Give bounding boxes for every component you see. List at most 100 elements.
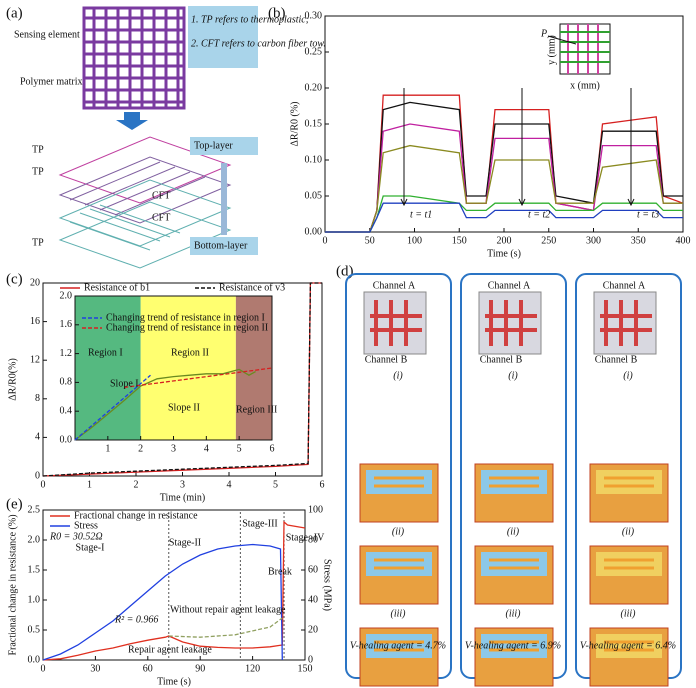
row-label: (ii) [622, 526, 635, 537]
channels [604, 558, 654, 570]
x-tick-label: 6 [320, 479, 325, 490]
y-tick-label: 0 [35, 470, 40, 481]
y-axis-label: ΔR/R0 (%) [289, 101, 300, 146]
y-tick-label: 16 [30, 316, 40, 327]
block-top [481, 470, 547, 494]
panel-label: (d) [336, 263, 354, 279]
annotation: Stage-III [242, 518, 278, 529]
x-tick-label: 300 [586, 235, 601, 246]
annotation: Stage-II [169, 537, 201, 548]
label: CFT [152, 190, 170, 201]
annotation: t = t2 [528, 209, 550, 220]
row-label: (iii) [506, 608, 522, 619]
series-line [325, 202, 683, 233]
channels [489, 640, 539, 652]
annotation: Stage-I [76, 542, 105, 553]
annotation: t = t1 [410, 209, 432, 220]
row-label: (ii) [392, 526, 405, 537]
series-line [325, 195, 683, 233]
y-tick-label: 20 [30, 277, 40, 288]
x-tick-label: 350 [631, 235, 646, 246]
label: CFT [152, 212, 170, 223]
annotation: Slope II [168, 402, 200, 413]
block-top [596, 552, 662, 576]
row-label: (i) [393, 370, 403, 381]
legend-label: Changing trend of resistance in region I [106, 312, 265, 323]
y-tick-label: 2.0 [28, 534, 41, 545]
annotation: t = t3 [637, 209, 659, 220]
channel-label: Channel B [365, 354, 408, 365]
row-label: (i) [623, 370, 633, 381]
x-tick-label: 0 [41, 663, 46, 674]
region [235, 296, 272, 440]
annotation: Stage -IV [286, 532, 325, 543]
y-axis-label: Fractional change in resistance (%) [7, 514, 18, 655]
y2-tick-label: 20 [308, 624, 318, 635]
channels [604, 640, 654, 652]
annotation-arrow [627, 88, 635, 207]
note: 1. TP refers to thermoplastic; [191, 14, 309, 25]
x-tick-label: 150 [298, 663, 313, 674]
channels [485, 300, 537, 346]
series-line [74, 368, 256, 441]
y-tick-label: 0.10 [305, 154, 323, 165]
y-tick-label: 0.0 [60, 434, 73, 445]
x-tick-label: 150 [452, 235, 467, 246]
x-tick-label: 5 [273, 479, 278, 490]
y2-axis-label: Stress (MPa) [322, 559, 333, 611]
channels [604, 476, 654, 488]
legend-label: Resistance of b1 [84, 282, 150, 293]
block-top [366, 552, 432, 576]
x-tick-label: 6 [270, 443, 275, 454]
y-tick-label: 0.25 [305, 46, 323, 57]
block-top [481, 552, 547, 576]
row-label: (ii) [507, 526, 520, 537]
x-tick-label: 5 [237, 443, 242, 454]
x-tick-label: 4 [204, 443, 209, 454]
y-tick-label: 1.6 [60, 319, 73, 330]
x-tick-label: 200 [497, 235, 512, 246]
region [140, 296, 236, 440]
y-tick-label: 1.2 [60, 348, 73, 359]
x-tick-label: 1 [105, 443, 110, 454]
legend-label: Stress [74, 520, 98, 531]
annotation: R0 = 30.52Ω [49, 531, 103, 542]
annotation: Break [268, 566, 292, 577]
x-tick-label: 100 [407, 235, 422, 246]
annotation: Without repair agent leakage [170, 604, 286, 615]
legend-label: Resistance of v3 [219, 282, 285, 293]
x-tick-label: 120 [245, 663, 260, 674]
volume-label: V-healing agent = 6.9% [465, 640, 561, 651]
series-line [42, 282, 322, 477]
inset-grid [547, 23, 611, 75]
y-tick-label: 0.4 [60, 405, 73, 416]
panel-label: (e) [6, 496, 23, 512]
y-tick-label: 8 [35, 393, 40, 404]
label: TP [32, 144, 44, 155]
panel-a-art [58, 6, 258, 269]
volume-label: V-healing agent = 4.7% [350, 640, 446, 651]
series-line [74, 374, 151, 441]
annotation: Region II [171, 347, 209, 358]
y-tick-label: 4 [35, 432, 40, 443]
y2-tick-label: 40 [308, 594, 318, 605]
block-top [366, 634, 432, 658]
panel-label: (b) [268, 5, 286, 21]
x-tick-label: 60 [143, 663, 153, 674]
inset-x-label: x (mm) [570, 80, 600, 91]
y-tick-label: 0.8 [60, 377, 73, 388]
x-tick-label: 250 [541, 235, 556, 246]
series-line [42, 543, 283, 661]
y-tick-label: 2.0 [60, 290, 73, 301]
label: Top-layer [194, 140, 233, 151]
y-axis-label: ΔR/R0(%) [7, 358, 18, 401]
label: Sensing element [14, 29, 80, 40]
block-top [366, 470, 432, 494]
channels [374, 558, 424, 570]
channel-label: Channel A [603, 280, 646, 291]
note: 2. CFT refers to carbon fiber tow. [191, 38, 326, 49]
y-tick-label: 0.5 [28, 624, 41, 635]
y-tick-label: 1.0 [28, 594, 41, 605]
channels [374, 476, 424, 488]
block-top [596, 470, 662, 494]
